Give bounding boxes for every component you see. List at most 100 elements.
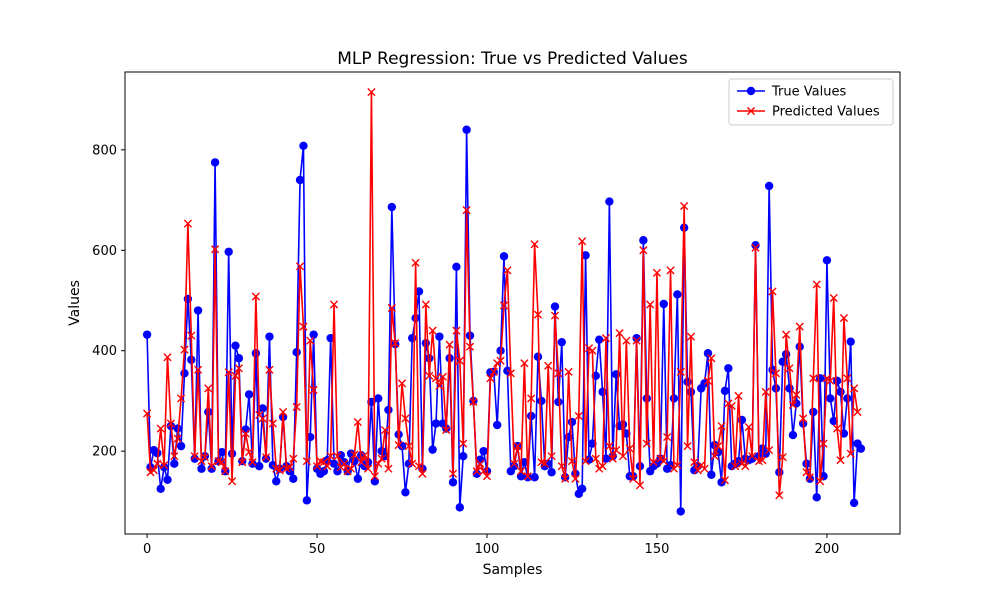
data-point-predicted-values <box>292 402 301 412</box>
data-point-true-values <box>826 394 835 403</box>
data-point-true-values <box>632 333 641 343</box>
data-point-true-values <box>197 464 206 473</box>
data-point-predicted-values <box>850 384 859 393</box>
data-point-true-values <box>340 457 349 467</box>
data-point-predicted-values <box>312 462 322 471</box>
data-point-predicted-values <box>421 300 430 309</box>
data-point-predicted-values <box>751 243 760 252</box>
data-point-true-values <box>234 354 244 363</box>
data-point-predicted-values <box>571 474 580 483</box>
data-point-predicted-values <box>193 365 203 374</box>
data-point-predicted-values <box>295 262 305 271</box>
data-point-predicted-values <box>761 387 770 396</box>
data-point-predicted-values <box>306 336 315 345</box>
data-point-true-values <box>387 202 397 212</box>
data-point-true-values <box>686 387 696 397</box>
data-point-true-values <box>156 484 165 493</box>
data-point-predicted-values <box>248 458 257 467</box>
data-point-true-values <box>459 451 468 461</box>
data-point-predicted-values <box>207 462 216 471</box>
data-point-predicted-values <box>153 459 162 468</box>
data-point-true-values <box>207 464 216 473</box>
y-tick-label: 400 <box>92 344 117 359</box>
data-point-true-values <box>547 468 556 477</box>
data-point-predicted-values <box>547 452 556 461</box>
data-point-predicted-values <box>190 452 199 461</box>
data-point-predicted-values <box>357 458 366 467</box>
data-point-predicted-values <box>374 459 383 468</box>
data-point-predicted-values <box>448 469 458 478</box>
data-point-true-values <box>299 141 308 151</box>
data-point-true-values <box>163 475 172 484</box>
data-point-predicted-values <box>360 451 369 460</box>
data-point-predicted-values <box>476 459 485 468</box>
data-point-predicted-values <box>533 310 543 319</box>
data-point-predicted-values <box>510 459 519 468</box>
data-point-true-values <box>510 462 519 471</box>
data-point-true-values <box>435 332 444 341</box>
data-point-predicted-values <box>428 326 437 335</box>
data-point-predicted-values <box>258 414 267 423</box>
data-point-predicted-values <box>302 457 311 466</box>
data-point-true-values <box>594 335 604 344</box>
data-point-true-values <box>764 181 774 191</box>
data-point-predicted-values <box>142 409 152 418</box>
data-point-predicted-values <box>299 322 308 331</box>
data-point-true-values <box>265 332 274 341</box>
data-point-predicted-values <box>846 449 855 458</box>
data-point-predicted-values <box>703 376 713 385</box>
data-point-predicted-values <box>289 454 298 463</box>
data-point-predicted-values <box>816 477 825 486</box>
data-point-predicted-values <box>588 346 597 355</box>
data-point-predicted-values <box>826 376 835 385</box>
data-point-predicted-values <box>788 400 798 410</box>
data-point-predicted-values <box>163 353 172 362</box>
data-point-predicted-values <box>156 424 165 433</box>
y-tick-label: 200 <box>92 445 117 460</box>
data-point-predicted-values <box>210 245 220 254</box>
data-point-predicted-values <box>748 452 757 461</box>
data-point-predicted-values <box>370 472 379 481</box>
data-point-true-values <box>659 299 668 309</box>
data-point-true-values <box>554 397 563 407</box>
data-point-predicted-values <box>377 454 386 463</box>
data-point-predicted-values <box>612 446 621 455</box>
data-point-true-values <box>707 470 716 479</box>
data-point-predicted-values <box>853 407 862 417</box>
data-point-predicted-values <box>482 472 492 481</box>
data-point-predicted-values <box>765 446 774 455</box>
x-tick-label: 0 <box>143 542 151 557</box>
data-point-predicted-values <box>530 240 539 249</box>
data-point-predicted-values <box>465 342 475 351</box>
data-point-predicted-values <box>265 365 274 374</box>
data-point-true-values <box>836 387 845 397</box>
data-point-true-values <box>788 430 798 440</box>
data-point-predicted-values <box>622 336 631 345</box>
data-point-predicted-values <box>455 356 464 365</box>
data-point-predicted-values <box>411 258 420 267</box>
data-point-predicted-values <box>323 462 332 471</box>
data-point-predicted-values <box>149 466 158 475</box>
data-point-true-values <box>353 474 363 483</box>
data-point-true-values <box>849 498 859 508</box>
data-point-true-values <box>231 341 240 350</box>
data-point-predicted-values <box>200 453 209 462</box>
data-point-predicted-values <box>686 332 696 341</box>
data-point-predicted-values <box>608 454 617 463</box>
data-point-true-values <box>520 457 529 467</box>
data-point-predicted-values <box>618 452 628 461</box>
data-point-predicted-values <box>601 334 611 343</box>
data-point-true-values <box>856 444 866 453</box>
data-point-true-values <box>153 448 162 458</box>
data-point-true-values <box>683 377 692 387</box>
data-point-predicted-values <box>829 293 838 303</box>
data-point-predicted-values <box>727 401 736 411</box>
data-point-predicted-values <box>581 457 590 466</box>
data-point-predicted-values <box>278 407 288 417</box>
data-point-true-values <box>251 349 261 358</box>
data-point-predicted-values <box>520 359 529 368</box>
data-point-true-values <box>159 463 169 472</box>
data-point-predicted-values <box>642 439 651 448</box>
data-point-predicted-values <box>646 300 655 309</box>
